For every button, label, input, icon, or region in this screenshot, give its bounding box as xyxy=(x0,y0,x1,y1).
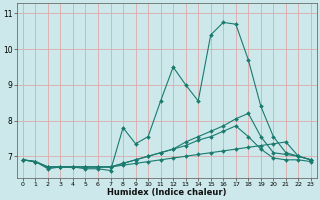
X-axis label: Humidex (Indice chaleur): Humidex (Indice chaleur) xyxy=(107,188,227,197)
